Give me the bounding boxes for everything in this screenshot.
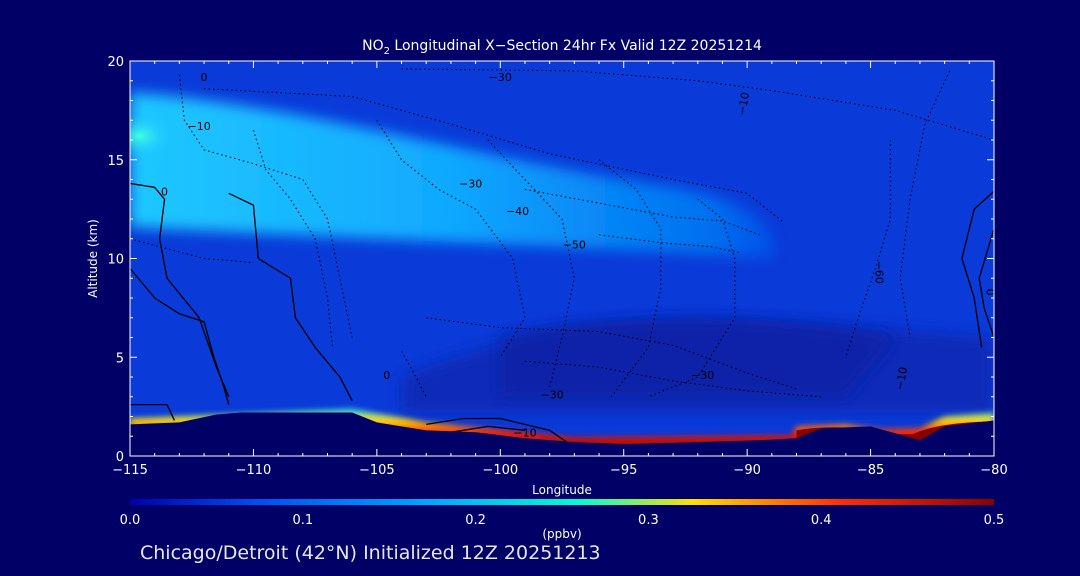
colorbar-tick-label: 0.4: [811, 513, 832, 528]
y-tick-label: 15: [107, 154, 124, 169]
contour-label: 0: [984, 289, 997, 296]
contour-line: [130, 238, 254, 263]
x-tick-label: −115: [112, 463, 148, 478]
x-tick-label: −110: [236, 463, 272, 478]
colorbar-gradient: [130, 499, 994, 505]
contour-label: −30: [489, 71, 512, 84]
contour-line: [524, 360, 822, 398]
contour-line: [961, 190, 994, 348]
contour-label: −10: [893, 366, 910, 391]
terrain-mask: [130, 412, 994, 456]
colorbar: 0.0 0.1 0.2 0.3 0.4 0.5: [120, 499, 1005, 528]
contour-label: 0: [161, 185, 168, 198]
field-region: [500, 318, 896, 397]
x-axis-label: Longitude: [532, 483, 592, 497]
contour-line: [899, 70, 951, 338]
contour-line: [376, 119, 526, 358]
y-tick-label: 5: [116, 351, 124, 366]
field-region: [130, 92, 775, 259]
contour-line: [130, 182, 230, 397]
y-axis-label: Altitude (km): [86, 219, 100, 298]
contour-label: −30: [691, 369, 714, 382]
contour-line: [130, 404, 176, 421]
contour-line: [524, 188, 760, 236]
chart-title: NO2 Longitudinal X−Section 24hr Fx Valid…: [362, 38, 762, 57]
contour-label: −10: [188, 120, 211, 133]
contour-line: [401, 68, 994, 141]
contour-label: −60: [873, 261, 886, 284]
contour-label: −10: [513, 426, 536, 439]
x-axis: −115 −110 −105 −100 −95 −90 −85 −80: [112, 61, 1008, 478]
y-tick-label: 10: [107, 253, 124, 268]
x-tick-label: −85: [857, 463, 884, 478]
contour-label: −40: [506, 205, 529, 218]
contour-line: [598, 234, 740, 254]
y-axis: 0 5 10 15 20: [107, 55, 994, 465]
contour-line: [845, 140, 891, 358]
contour-label: −10: [735, 91, 752, 116]
contour-line: [228, 192, 353, 402]
x-tick-label: −80: [980, 463, 1007, 478]
colorbar-tick-label: 0.5: [984, 513, 1005, 528]
contour-line: [178, 74, 353, 338]
y-tick-label: 0: [116, 450, 124, 465]
x-tick-label: −100: [482, 463, 518, 478]
x-tick-label: −90: [733, 463, 760, 478]
field-peak: [130, 114, 172, 159]
contour-line: [978, 228, 994, 338]
contour-line: [426, 417, 568, 443]
contour-line: [130, 267, 230, 405]
contour-label: 0: [383, 369, 390, 382]
colorbar-units: (ppbv): [542, 527, 581, 541]
colorbar-tick-label: 0.3: [638, 513, 659, 528]
contour-line: [450, 425, 526, 433]
x-tick-label: −95: [610, 463, 637, 478]
contour-label: 0: [201, 71, 208, 84]
contour-line: [487, 139, 575, 387]
contour-label: −50: [563, 239, 586, 252]
colorbar-tick-label: 0.0: [120, 513, 141, 528]
y-tick-label: 20: [107, 55, 124, 70]
footer-caption: Chicago/Detroit (42°N) Initialized 12Z 2…: [140, 542, 601, 564]
x-tick-label: −105: [359, 463, 395, 478]
contour-label: −30: [541, 389, 564, 402]
colorbar-tick-label: 0.2: [465, 513, 486, 528]
contour-label: −30: [459, 177, 482, 190]
colorbar-tick-label: 0.1: [292, 513, 313, 528]
